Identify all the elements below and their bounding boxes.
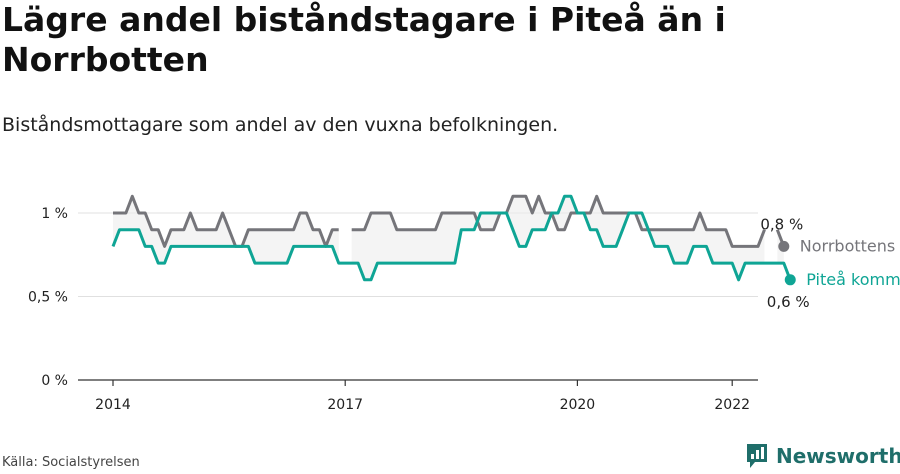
- norrbotten-series-label: Norrbottens län: [800, 236, 900, 255]
- x-axis: 2014 2017 2020 2022: [78, 379, 758, 413]
- x-tick-label: 2017: [327, 397, 363, 413]
- x-tick-label: 2022: [714, 397, 750, 413]
- norrbotten-end-point: [778, 240, 790, 252]
- pitea-end-point: [784, 274, 796, 286]
- pitea-series-label: Piteå kommun: [806, 270, 900, 289]
- brand-name: Newsworthy: [776, 444, 900, 468]
- series-labels: Norrbottens län Piteå kommun 0,8 % 0,6 %: [760, 215, 900, 310]
- pitea-value-label: 0,6 %: [767, 293, 810, 311]
- pitea-line: [111, 194, 792, 282]
- source-note: Källa: Socialstyrelsen: [2, 455, 140, 470]
- band-segment: [113, 196, 339, 264]
- newsworthy-logo: Newsworthy: [745, 441, 900, 471]
- x-tick-label: 2020: [560, 397, 596, 413]
- chart-title: Lägre andel biståndstagare i Piteå än i …: [2, 0, 726, 79]
- difference-band: [113, 196, 784, 280]
- chart-subtitle: Biståndsmottagare som andel av den vuxna…: [2, 114, 559, 136]
- y-tick-label: 0,5 %: [28, 290, 68, 306]
- series-lines: [111, 194, 796, 286]
- x-tick-label: 2014: [95, 397, 131, 413]
- y-tick-label: 0 %: [41, 373, 68, 389]
- y-tick-label: 1 %: [41, 206, 68, 222]
- newsworthy-logo-icon: [747, 444, 767, 468]
- norrbotten-value-label: 0,8 %: [760, 215, 803, 233]
